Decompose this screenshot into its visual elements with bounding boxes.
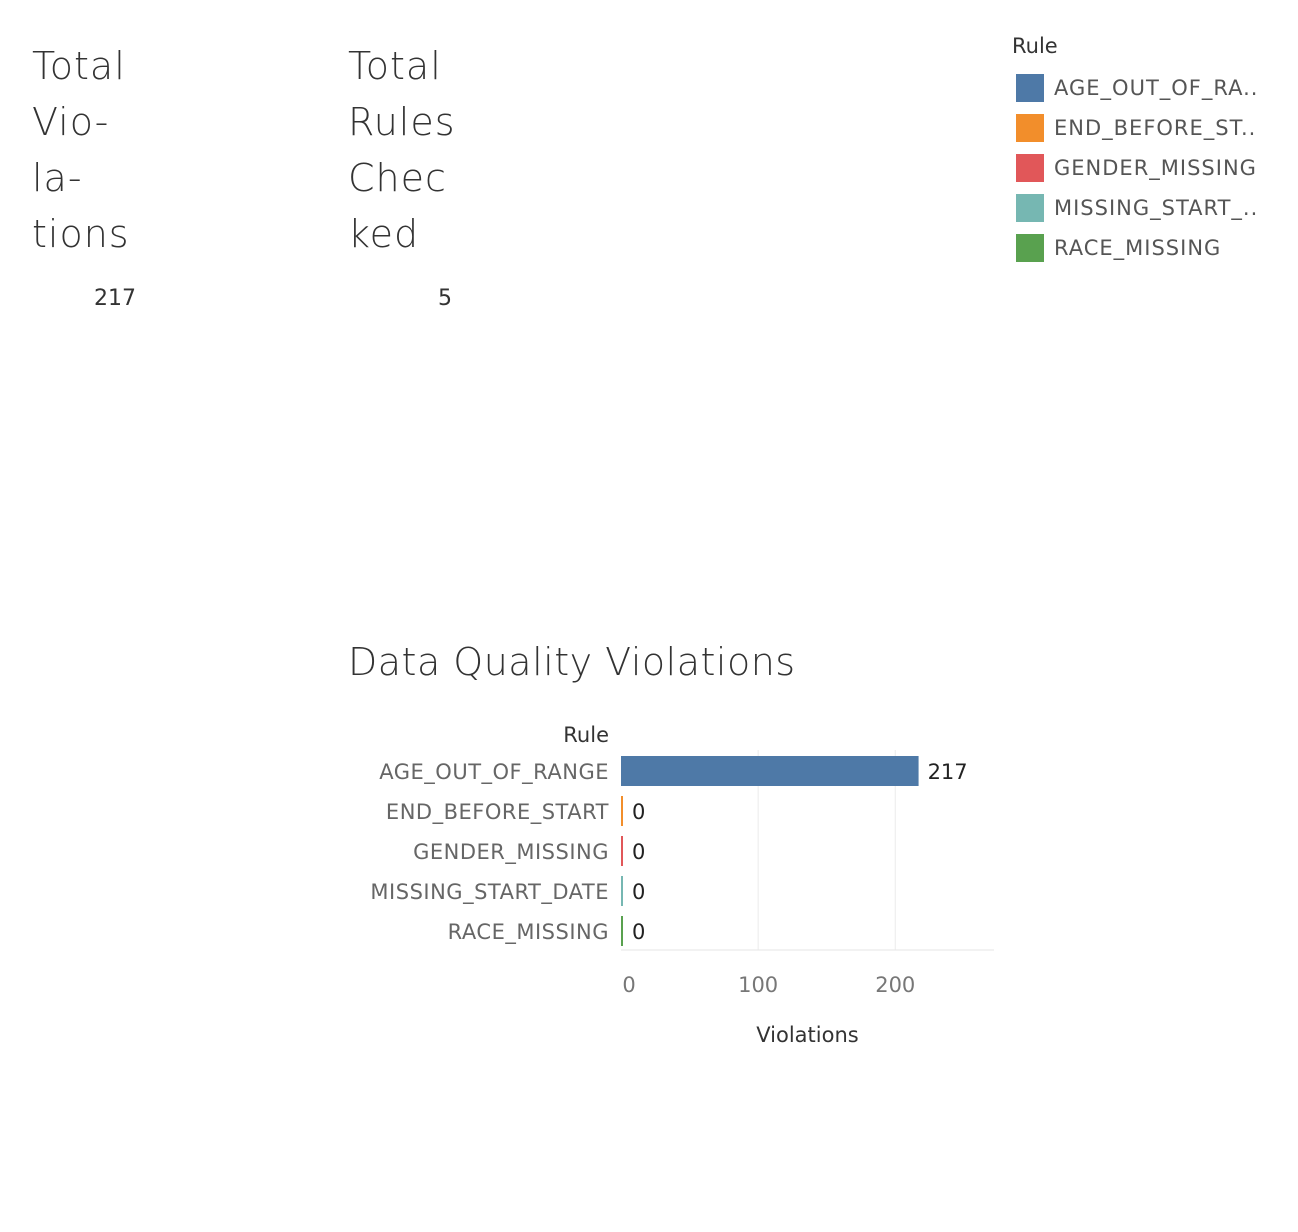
row-header: Rule (563, 723, 609, 747)
x-tick-label: 0 (622, 973, 635, 997)
total-violations-value: 217 (94, 286, 136, 311)
legend-item-label: AGE_OUT_OF_RA.. (1054, 76, 1259, 100)
category-label: AGE_OUT_OF_RANGE (379, 760, 609, 785)
legend-item-label: END_BEFORE_ST.. (1054, 116, 1257, 140)
bar (621, 916, 623, 946)
total-rules-checked-value: 5 (438, 286, 452, 311)
x-axis-title: Violations (756, 1023, 858, 1047)
total-violations-title-line: la- (32, 156, 83, 200)
legend-item-age-out-of-range[interactable]: AGE_OUT_OF_RA.. (1012, 68, 1292, 108)
total-rules-checked-title-line: ked (348, 212, 420, 256)
legend-item-race-missing[interactable]: RACE_MISSING (1012, 228, 1292, 268)
category-label: MISSING_START_DATE (370, 880, 609, 905)
legend-swatch (1016, 74, 1044, 102)
legend-item-label: GENDER_MISSING (1054, 156, 1257, 180)
legend-title: Rule (1012, 34, 1058, 58)
bar (621, 796, 623, 826)
legend-swatch (1016, 154, 1044, 182)
chart-title: Data Quality Violations (348, 640, 796, 684)
legend-item-label: MISSING_START_.. (1054, 196, 1259, 220)
total-violations-title: Total Vio- la- tions (32, 38, 130, 262)
rule-legend[interactable]: Rule AGE_OUT_OF_RA.. END_BEFORE_ST.. GEN… (1012, 32, 1292, 268)
legend-item-gender-missing[interactable]: GENDER_MISSING (1012, 148, 1292, 188)
data-label: 0 (632, 840, 645, 864)
total-rules-checked-title: Total Rules Chec ked (348, 38, 456, 262)
total-rules-checked-title-line: Rules (348, 100, 456, 144)
total-rules-checked-title-line: Chec (348, 156, 447, 200)
category-label: RACE_MISSING (448, 920, 609, 945)
legend-swatch (1016, 114, 1044, 142)
category-label: GENDER_MISSING (413, 840, 609, 865)
total-violations-title-line: tions (32, 212, 130, 256)
bar (621, 876, 623, 906)
legend-swatch (1016, 234, 1044, 262)
total-violations-title-line: Vio- (32, 100, 110, 144)
legend-item-label: RACE_MISSING (1054, 236, 1222, 260)
legend-swatch (1016, 194, 1044, 222)
legend-item-end-before-start[interactable]: END_BEFORE_ST.. (1012, 108, 1292, 148)
x-tick-label: 100 (738, 973, 778, 997)
data-label: 0 (632, 800, 645, 824)
total-violations-title-line: Total (32, 44, 126, 88)
total-rules-checked-title-line: Total (348, 44, 442, 88)
legend-item-missing-start-date[interactable]: MISSING_START_.. (1012, 188, 1292, 228)
bar (621, 836, 623, 866)
data-label: 217 (928, 760, 968, 784)
x-tick-label: 200 (875, 973, 915, 997)
data-label: 0 (632, 880, 645, 904)
data-label: 0 (632, 920, 645, 944)
category-label: END_BEFORE_START (386, 800, 609, 825)
bar (621, 756, 919, 786)
